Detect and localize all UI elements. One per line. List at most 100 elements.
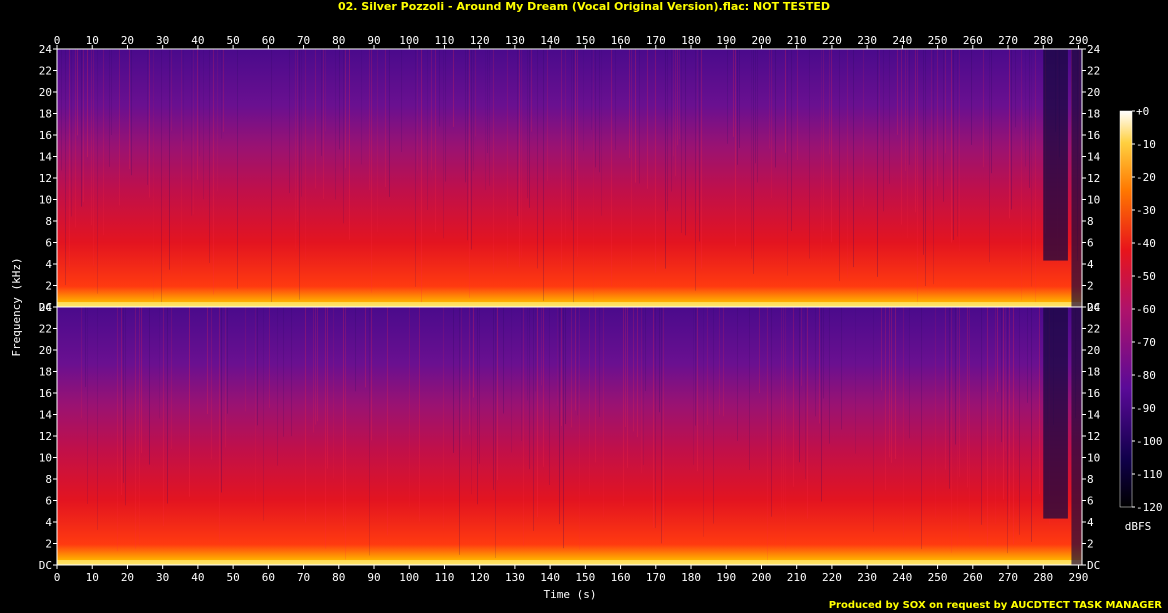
texture-streak <box>1001 307 1002 443</box>
texture-streak <box>473 49 474 171</box>
texture-streak <box>203 49 204 200</box>
texture-streak <box>533 307 534 531</box>
y-tick-label: 22 <box>39 323 52 336</box>
texture-streak <box>91 49 92 226</box>
x-tick-label: 180 <box>681 571 701 584</box>
texture-streak <box>933 49 934 285</box>
texture-streak <box>909 49 910 165</box>
texture-streak <box>563 307 564 549</box>
texture-streak <box>103 49 104 236</box>
y-tick-label: 14 <box>39 409 53 422</box>
texture-streak <box>61 49 62 171</box>
texture-streak <box>479 307 480 464</box>
y-tick-label: DC <box>39 301 52 314</box>
texture-streak <box>493 307 494 490</box>
colorbar-tick-label: +0 <box>1136 105 1149 118</box>
texture-streak <box>489 49 490 186</box>
texture-streak <box>665 49 666 269</box>
texture-streak <box>573 49 574 304</box>
low-frequency-band <box>57 560 1082 565</box>
texture-streak <box>473 307 474 398</box>
texture-streak <box>131 49 132 176</box>
texture-streak <box>575 49 576 170</box>
texture-streak <box>519 49 520 268</box>
texture-streak <box>957 307 958 547</box>
texture-streak <box>735 49 736 247</box>
texture-streak <box>897 49 898 135</box>
texture-streak <box>149 307 150 465</box>
texture-streak <box>955 307 956 445</box>
texture-streak <box>199 49 200 157</box>
texture-streak <box>753 49 754 274</box>
y-tick-label: 12 <box>1087 430 1100 443</box>
colorbar-tick-label: -70 <box>1136 336 1156 349</box>
texture-streak <box>327 307 328 469</box>
texture-streak <box>785 307 786 549</box>
texture-streak <box>443 49 444 239</box>
texture-streak <box>497 307 498 481</box>
texture-streak <box>895 307 896 459</box>
y-tick-label: 6 <box>45 495 52 508</box>
texture-streak <box>969 307 970 538</box>
x-tick-label: 0 <box>54 571 61 584</box>
texture-streak <box>283 307 284 437</box>
texture-streak <box>295 49 296 249</box>
texture-streak <box>335 49 336 200</box>
texture-streak <box>517 49 518 217</box>
texture-streak <box>713 307 714 524</box>
texture-streak <box>123 307 124 483</box>
texture-streak <box>643 307 644 465</box>
texture-streak <box>917 49 918 305</box>
texture-streak <box>223 49 224 132</box>
colorbar-tick-label: -90 <box>1136 402 1156 415</box>
texture-streak <box>633 307 634 432</box>
texture-streak <box>435 49 436 233</box>
texture-streak <box>209 49 210 263</box>
y-tick-label: 2 <box>45 280 52 293</box>
texture-streak <box>595 49 596 168</box>
y-tick-label: 20 <box>1087 344 1100 357</box>
texture-streak <box>299 49 300 300</box>
texture-streak <box>161 49 162 306</box>
texture-streak <box>1007 307 1008 554</box>
texture-streak <box>535 307 536 392</box>
x-tick-label: 290 <box>1069 34 1089 47</box>
texture-streak <box>315 49 316 189</box>
texture-streak <box>1003 307 1004 500</box>
texture-streak <box>659 307 660 413</box>
x-tick-label: 170 <box>646 34 666 47</box>
texture-streak <box>905 49 906 171</box>
texture-streak <box>459 307 460 555</box>
texture-streak <box>475 49 476 137</box>
texture-streak <box>355 307 356 392</box>
texture-streak <box>703 307 704 537</box>
x-tick-label: 50 <box>226 34 239 47</box>
x-tick-label: 190 <box>716 34 736 47</box>
x-tick-label: 60 <box>262 571 275 584</box>
x-tick-label: 150 <box>575 571 595 584</box>
texture-streak <box>289 49 290 194</box>
y-tick-label: DC <box>39 559 52 572</box>
texture-streak <box>629 49 630 159</box>
texture-streak <box>771 307 772 517</box>
texture-streak <box>681 49 682 233</box>
texture-streak <box>111 49 112 136</box>
texture-streak <box>953 49 954 240</box>
texture-streak <box>577 49 578 257</box>
y-tick-label: 2 <box>45 538 52 551</box>
x-tick-label: 90 <box>367 34 380 47</box>
texture-streak <box>967 307 968 488</box>
texture-streak <box>121 307 122 496</box>
texture-streak <box>149 49 150 198</box>
texture-streak <box>889 307 890 458</box>
texture-streak <box>1025 49 1026 167</box>
texture-streak <box>565 49 566 241</box>
texture-streak <box>599 49 600 173</box>
y-tick-label: 6 <box>1087 237 1094 250</box>
texture-streak <box>943 49 944 202</box>
texture-streak <box>839 49 840 282</box>
texture-streak <box>171 307 172 450</box>
x-tick-label: 200 <box>752 571 772 584</box>
texture-streak <box>453 307 454 453</box>
x-tick-label: 240 <box>892 34 912 47</box>
